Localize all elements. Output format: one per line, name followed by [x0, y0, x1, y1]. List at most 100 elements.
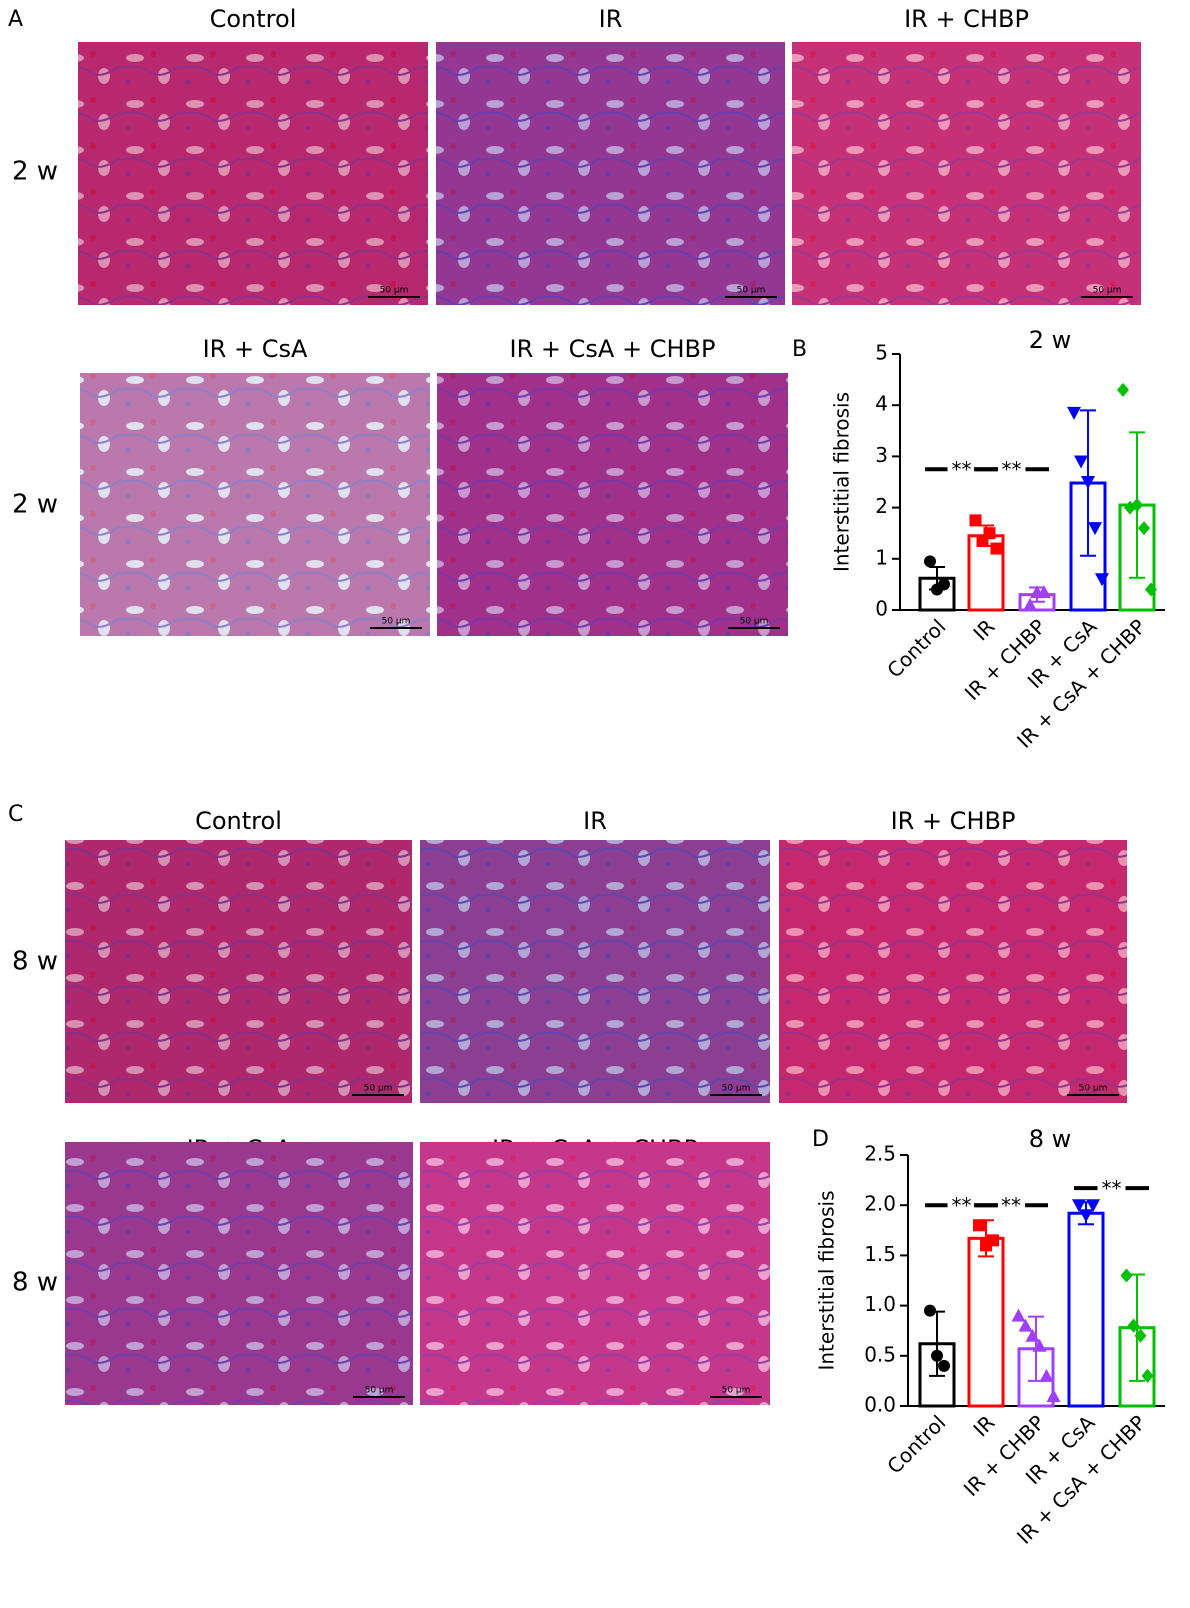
- data-point: [1046, 1388, 1061, 1402]
- significance-label: **: [1002, 458, 1022, 482]
- bar: [967, 1236, 1005, 1408]
- data-point: [938, 578, 950, 591]
- data-point: [1074, 455, 1088, 469]
- significance-label: **: [952, 458, 972, 482]
- y-tick-label: 1.5: [864, 1242, 896, 1266]
- micrograph-tint: [78, 42, 428, 305]
- data-point: [1134, 1328, 1147, 1343]
- scale-label: 50 μm: [737, 286, 766, 296]
- micrograph: [437, 373, 788, 636]
- scale-label: 50 μm: [722, 1386, 751, 1396]
- data-point: [983, 527, 996, 540]
- micrograph: [420, 840, 770, 1103]
- y-tick-label: 2: [875, 494, 888, 518]
- panel-letter: C: [8, 802, 23, 827]
- data-point: [1025, 1328, 1040, 1342]
- scale-label: 50 μm: [1093, 286, 1122, 296]
- y-tick-label: 0.0: [864, 1393, 896, 1417]
- scale-label: 50 μm: [365, 1386, 394, 1396]
- micrograph-tint: [436, 42, 785, 305]
- data-point: [1138, 521, 1150, 536]
- data-point: [1127, 1318, 1140, 1333]
- row-label: 2 w: [12, 490, 58, 520]
- significance-label: **: [1102, 1177, 1122, 1201]
- y-tick-label: 4: [875, 392, 888, 416]
- data-point: [924, 555, 936, 568]
- scale-label: 50 μm: [740, 617, 769, 627]
- bar: [1067, 1211, 1105, 1408]
- panel-letter: B: [792, 337, 807, 362]
- image-title: IR + CHBP: [904, 5, 1029, 33]
- x-tick-label: IR: [968, 614, 999, 645]
- micrograph-tint: [779, 840, 1127, 1103]
- y-tick-label: 0: [875, 597, 888, 621]
- data-point: [1011, 1308, 1026, 1322]
- row-label: 8 w: [12, 1268, 58, 1298]
- micrograph: [779, 840, 1127, 1103]
- panel-letter: A: [8, 7, 23, 32]
- x-tick-label: Control: [882, 614, 950, 682]
- data-point: [973, 1219, 985, 1232]
- x-tick-label: Control: [882, 1410, 950, 1478]
- x-tick-label: IR: [968, 1410, 999, 1441]
- image-title: Control: [195, 807, 282, 835]
- row-label: 2 w: [12, 157, 58, 187]
- significance-label: **: [1001, 1194, 1021, 1218]
- micrograph: [80, 373, 430, 636]
- data-point: [1039, 1368, 1054, 1382]
- data-point: [1067, 406, 1081, 420]
- y-tick-label: 2.5: [864, 1142, 896, 1166]
- y-axis-label: Interstitial fibrosis: [830, 392, 854, 572]
- image-title: IR: [599, 5, 623, 33]
- data-point: [969, 514, 982, 527]
- micrograph: [65, 840, 412, 1103]
- data-point: [931, 1349, 943, 1362]
- micrograph: [436, 42, 785, 305]
- significance-label: **: [952, 1194, 972, 1218]
- micrograph-tint: [65, 840, 412, 1103]
- data-point: [987, 1234, 999, 1247]
- data-point: [1117, 382, 1129, 397]
- data-point: [1018, 1318, 1033, 1332]
- micrograph: [78, 42, 428, 305]
- row-label: 8 w: [12, 947, 58, 977]
- y-tick-label: 0.5: [864, 1342, 896, 1366]
- micrograph-tint: [65, 1142, 413, 1405]
- scale-label: 50 μm: [364, 1084, 393, 1094]
- image-title: IR + CHBP: [891, 807, 1016, 835]
- image-title: IR: [583, 807, 607, 835]
- data-point: [1037, 585, 1051, 599]
- micrograph: [792, 42, 1141, 305]
- data-point: [1023, 597, 1037, 611]
- micrograph-tint: [437, 373, 788, 636]
- data-point: [1120, 1268, 1133, 1283]
- micrograph-tint: [420, 840, 770, 1103]
- scale-label: 50 μm: [380, 286, 409, 296]
- image-title: IR + CsA: [203, 335, 308, 363]
- y-axis-label: Interstitial fibrosis: [815, 1190, 839, 1370]
- data-point: [990, 542, 1003, 555]
- data-point: [1079, 1209, 1093, 1223]
- data-point: [1095, 573, 1109, 587]
- data-point: [1086, 1199, 1100, 1213]
- micrograph: [420, 1142, 770, 1405]
- scale-label: 50 μm: [722, 1084, 751, 1094]
- data-point: [1032, 1338, 1047, 1352]
- panel-letter: D: [812, 1127, 829, 1152]
- data-point: [1088, 522, 1102, 536]
- data-point: [1081, 476, 1095, 489]
- data-point: [924, 1304, 936, 1317]
- chart-title: 8 w: [1029, 1125, 1072, 1153]
- micrograph-tint: [792, 42, 1141, 305]
- data-point: [938, 1359, 950, 1372]
- scale-label: 50 μm: [1079, 1084, 1108, 1094]
- scale-label: 50 μm: [382, 617, 411, 627]
- micrograph-tint: [420, 1142, 770, 1405]
- image-title: IR + CsA + CHBP: [510, 335, 716, 363]
- micrograph-tint: [80, 373, 430, 636]
- y-tick-label: 5: [875, 341, 888, 365]
- y-tick-label: 1: [875, 545, 888, 569]
- data-point: [1072, 1199, 1086, 1213]
- y-tick-label: 2.0: [864, 1192, 896, 1216]
